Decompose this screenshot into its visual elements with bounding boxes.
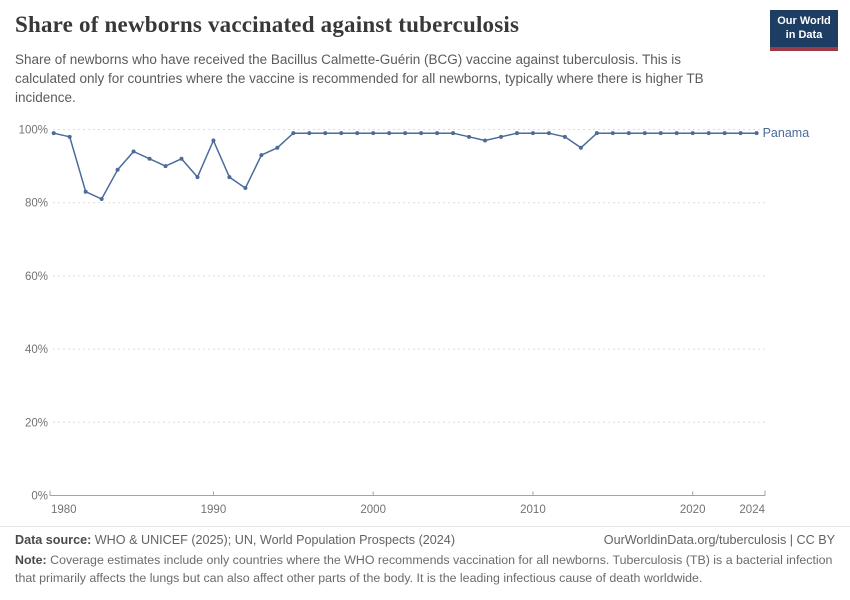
x-axis-labels: 1980 1990 2000 2010 2020 2024 [51, 504, 766, 516]
page-title: Share of newborns vaccinated against tub… [15, 12, 520, 37]
logo-red-stripe [770, 46, 838, 51]
svg-text:2020: 2020 [680, 504, 706, 516]
svg-text:2000: 2000 [360, 504, 386, 516]
y-grid [53, 129, 765, 423]
data-source-label: Data source: [15, 533, 92, 547]
owid-logo-text: Our World in Data [770, 10, 838, 47]
data-line-panama [53, 132, 757, 200]
owid-logo: Our World in Data [770, 10, 838, 51]
footer-note-label: Note: [15, 553, 47, 567]
svg-text:100%: 100% [19, 125, 48, 137]
data-source-text: WHO & UNICEF (2025); UN, World Populatio… [91, 533, 456, 547]
footer-note: Note: Coverage estimates include only co… [15, 552, 837, 588]
svg-text:60%: 60% [25, 271, 48, 283]
svg-text:20%: 20% [25, 417, 48, 429]
series-label-panama[interactable]: Panama [763, 126, 810, 140]
svg-text:1990: 1990 [201, 504, 227, 516]
data-points-panama[interactable] [51, 131, 759, 202]
line-chart-svg[interactable]: 0% 20% 40% 60% 80% 100% 1980 1990 2000 2010 2020 20… [0, 112, 850, 526]
svg-text:80%: 80% [25, 198, 48, 210]
svg-text:2010: 2010 [520, 504, 546, 516]
svg-text:0%: 0% [31, 491, 48, 503]
svg-text:2024: 2024 [739, 504, 765, 516]
svg-text:40%: 40% [25, 344, 48, 356]
footer-note-text: Coverage estimates include only countrie… [15, 553, 833, 585]
y-axis-labels: 0% 20% 40% 60% 80% 100% [19, 125, 48, 503]
data-source: Data source: WHO & UNICEF (2025); UN, Wo… [15, 533, 455, 547]
x-axis [49, 490, 766, 496]
footer-link[interactable]: OurWorldinData.org/tuberculosis | CC BY [603, 533, 835, 547]
footer-source-row: Data source: WHO & UNICEF (2025); UN, Wo… [15, 533, 835, 547]
footer-divider [0, 526, 850, 527]
chart-subtitle: Share of newborns who have received the … [15, 52, 704, 106]
svg-text:1980: 1980 [51, 504, 77, 516]
